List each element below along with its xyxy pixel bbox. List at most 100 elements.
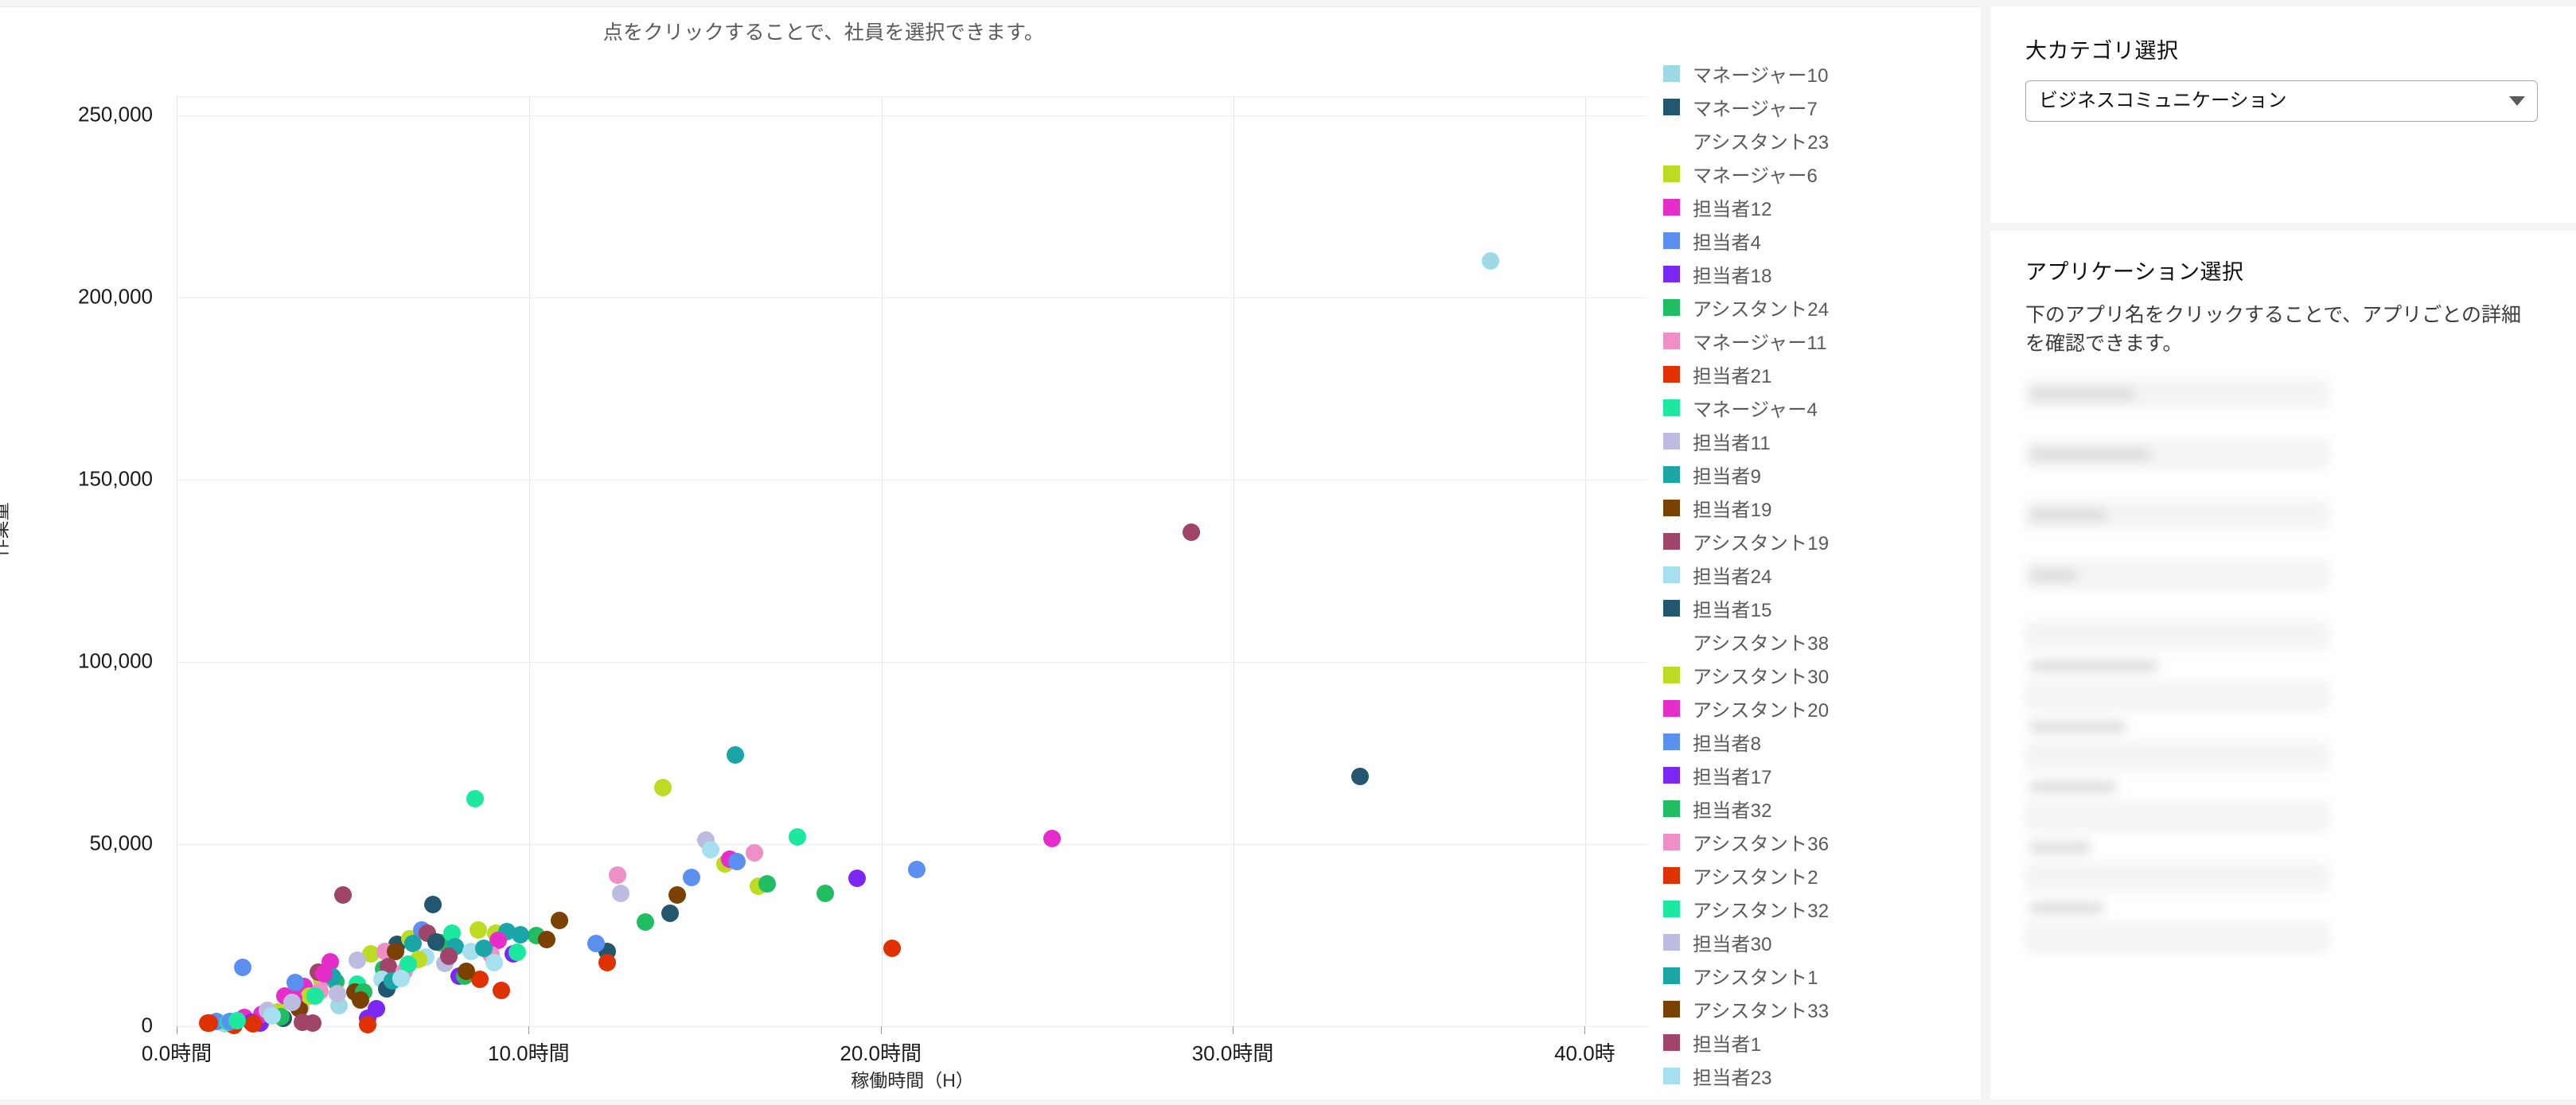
scatter-point[interactable] bbox=[443, 924, 462, 943]
legend-item[interactable]: 担当者24 bbox=[1663, 558, 1974, 591]
scatter-point[interactable] bbox=[404, 935, 423, 953]
scatter-point[interactable] bbox=[439, 947, 458, 965]
scatter-point[interactable] bbox=[358, 1016, 376, 1034]
scatter-point[interactable] bbox=[538, 930, 556, 948]
legend-item[interactable]: マネージャー6 bbox=[1663, 157, 1974, 190]
scatter-point[interactable] bbox=[244, 1014, 263, 1033]
scatter-point[interactable] bbox=[907, 861, 926, 879]
scatter-point[interactable] bbox=[816, 884, 834, 902]
category-select[interactable]: ビジネスコミュニケーション bbox=[2025, 80, 2538, 122]
scatter-point[interactable] bbox=[661, 905, 680, 922]
scatter-point[interactable] bbox=[283, 994, 301, 1012]
legend-item[interactable]: 担当者32 bbox=[1663, 792, 1974, 825]
scatter-point[interactable] bbox=[387, 942, 405, 960]
scatter-point[interactable] bbox=[1351, 768, 1370, 786]
plot-area[interactable] bbox=[177, 96, 1648, 1034]
legend-item[interactable]: 担当者18 bbox=[1663, 257, 1974, 290]
legend-item[interactable]: アシスタント33 bbox=[1663, 992, 1974, 1025]
scatter-point[interactable] bbox=[492, 982, 510, 1000]
scatter-point[interactable] bbox=[668, 886, 687, 905]
scatter-point[interactable] bbox=[348, 951, 366, 969]
scatter-point[interactable] bbox=[200, 1014, 218, 1033]
scatter-point[interactable] bbox=[508, 943, 526, 961]
scatter-point[interactable] bbox=[485, 953, 504, 971]
legend-item[interactable]: 担当者11 bbox=[1663, 424, 1974, 457]
list-item[interactable] bbox=[2025, 772, 2329, 802]
scatter-point[interactable] bbox=[489, 932, 507, 950]
scatter-point[interactable] bbox=[654, 778, 672, 796]
scatter-point[interactable] bbox=[728, 852, 746, 870]
list-item[interactable] bbox=[2025, 621, 2329, 651]
scatter-point[interactable] bbox=[399, 955, 417, 974]
legend-item[interactable]: アシスタント38 bbox=[1663, 624, 1974, 658]
scatter-point[interactable] bbox=[550, 912, 568, 930]
scatter-point[interactable] bbox=[1043, 830, 1062, 848]
scatter-point[interactable] bbox=[415, 967, 433, 984]
scatter-point[interactable] bbox=[474, 940, 493, 958]
scatter-point[interactable] bbox=[392, 969, 410, 987]
legend-item[interactable]: 担当者17 bbox=[1663, 758, 1974, 792]
legend-item[interactable]: 担当者1 bbox=[1663, 1025, 1974, 1059]
scatter-point[interactable] bbox=[306, 986, 324, 1005]
legend-item[interactable]: アシスタント23 bbox=[1663, 123, 1974, 157]
legend-item[interactable]: 担当者12 bbox=[1663, 190, 1974, 224]
legend-item[interactable]: アシスタント19 bbox=[1663, 524, 1974, 558]
scatter-point[interactable] bbox=[727, 745, 745, 764]
legend-item[interactable]: アシスタント36 bbox=[1663, 825, 1974, 858]
list-item[interactable] bbox=[2025, 590, 2329, 621]
scatter-point[interactable] bbox=[848, 869, 866, 887]
legend-item[interactable]: マネージャー4 bbox=[1663, 391, 1974, 424]
scatter-point[interactable] bbox=[702, 840, 720, 858]
scatter-point[interactable] bbox=[682, 869, 700, 887]
legend-item[interactable]: 担当者15 bbox=[1663, 591, 1974, 624]
list-item[interactable] bbox=[2025, 379, 2329, 409]
legend-item[interactable]: 担当者23 bbox=[1663, 1059, 1974, 1091]
scatter-point[interactable] bbox=[314, 964, 333, 982]
scatter-point[interactable] bbox=[228, 1011, 247, 1029]
scatter-point[interactable] bbox=[471, 971, 489, 989]
scatter-point[interactable] bbox=[423, 895, 442, 913]
list-item[interactable] bbox=[2025, 711, 2329, 741]
list-item[interactable] bbox=[2025, 802, 2329, 832]
legend-item[interactable]: 担当者8 bbox=[1663, 725, 1974, 758]
scatter-point[interactable] bbox=[329, 984, 347, 1002]
list-item[interactable] bbox=[2025, 469, 2329, 500]
scatter-point[interactable] bbox=[883, 939, 901, 957]
scatter-point[interactable] bbox=[362, 945, 380, 963]
scatter-point[interactable] bbox=[1182, 523, 1200, 542]
category-select-wrapper[interactable]: ビジネスコミュニケーション bbox=[2025, 80, 2538, 122]
chart-legend[interactable]: マネージャー10 マネージャー7 アシスタント23 マネージャー6 担当者12 担当者4 担… bbox=[1663, 56, 1974, 1091]
scatter-point[interactable] bbox=[466, 789, 484, 807]
list-item[interactable] bbox=[2025, 500, 2329, 530]
scatter-point[interactable] bbox=[788, 827, 806, 846]
scatter-point[interactable] bbox=[294, 1014, 312, 1032]
legend-item[interactable]: 担当者9 bbox=[1663, 457, 1974, 491]
scatter-point[interactable] bbox=[567, 920, 584, 937]
scatter-point[interactable] bbox=[457, 963, 475, 981]
scatter-point[interactable] bbox=[875, 560, 892, 578]
scatter-point[interactable] bbox=[233, 958, 251, 976]
legend-item[interactable]: マネージャー11 bbox=[1663, 324, 1974, 357]
scatter-point[interactable] bbox=[470, 920, 488, 939]
legend-item[interactable]: アシスタント2 bbox=[1663, 858, 1974, 892]
scatter-point[interactable] bbox=[608, 866, 626, 884]
list-item[interactable] bbox=[2025, 862, 2329, 893]
scatter-point[interactable] bbox=[333, 886, 352, 905]
legend-item[interactable]: アシスタント24 bbox=[1663, 290, 1974, 324]
scatter-point[interactable] bbox=[286, 974, 305, 992]
legend-item[interactable]: 担当者19 bbox=[1663, 491, 1974, 524]
scatter-point[interactable] bbox=[263, 1007, 282, 1025]
legend-item[interactable]: アシスタント30 bbox=[1663, 658, 1974, 691]
list-item[interactable] bbox=[2025, 560, 2329, 590]
scatter-point[interactable] bbox=[637, 912, 655, 931]
legend-item[interactable]: マネージャー10 bbox=[1663, 56, 1974, 90]
legend-item[interactable]: マネージャー7 bbox=[1663, 90, 1974, 123]
scatter-point[interactable] bbox=[758, 875, 776, 893]
list-item[interactable] bbox=[2025, 923, 2329, 953]
list-item[interactable] bbox=[2025, 681, 2329, 711]
list-item[interactable] bbox=[2025, 409, 2329, 439]
scatter-point[interactable] bbox=[512, 926, 530, 944]
list-item[interactable] bbox=[2025, 651, 2329, 681]
list-item[interactable] bbox=[2025, 741, 2329, 772]
scatter-point[interactable] bbox=[367, 1000, 385, 1018]
